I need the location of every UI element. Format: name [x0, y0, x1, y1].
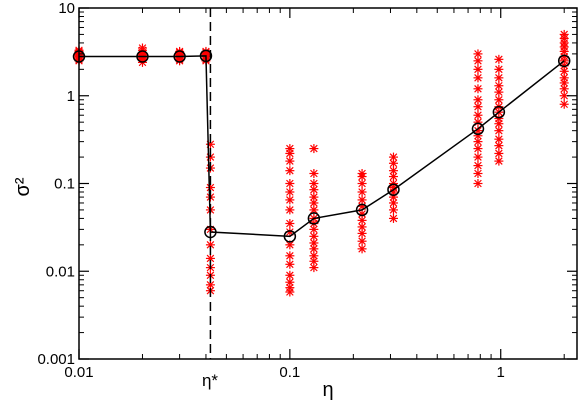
scatter-point — [559, 84, 569, 94]
scatter-point — [388, 213, 398, 223]
mean-line-layer — [72, 49, 571, 243]
mean-point — [355, 203, 369, 217]
scatter-point — [357, 228, 367, 238]
scatter-point — [494, 73, 504, 83]
mean-point — [387, 183, 400, 196]
scatter-point — [473, 152, 483, 162]
y-tick-label: 1 — [67, 88, 75, 105]
scatter-point — [285, 219, 295, 229]
scatter-point — [309, 192, 319, 202]
scatter-point — [494, 95, 504, 105]
scatter-point — [473, 64, 483, 74]
x-axis-label: η — [322, 379, 333, 401]
y-axis-label: σ² — [12, 177, 34, 196]
scatter-points-layer — [74, 29, 569, 297]
scatter-point — [285, 205, 295, 215]
scatter-point — [494, 81, 504, 91]
scatter-point — [205, 253, 215, 263]
scatter-point — [285, 179, 295, 188]
x-tick-label: 0.01 — [64, 364, 93, 381]
scatter-point — [285, 277, 295, 287]
scatter-point — [309, 179, 319, 188]
scatter-point — [559, 66, 569, 76]
scatter-point — [473, 95, 483, 105]
y-tick-label: 10 — [58, 0, 75, 17]
scatter-point — [559, 99, 569, 109]
scatter-point — [285, 195, 295, 205]
scatter-point — [473, 161, 483, 171]
scatter-point — [559, 29, 569, 39]
y-tick-label: 0.001 — [37, 351, 75, 368]
scatter-point — [309, 144, 319, 154]
mean-point — [307, 212, 321, 225]
scatter-point — [357, 187, 367, 197]
scatter-point — [285, 166, 295, 176]
scatter-point — [494, 148, 504, 158]
mean-point — [492, 105, 506, 119]
scatter-point — [494, 64, 504, 74]
y-tick-label: 0.01 — [46, 263, 75, 280]
scatter-point — [285, 187, 295, 197]
x-tick-label: 1 — [497, 364, 505, 381]
scatter-point — [285, 251, 295, 261]
mean-point — [283, 230, 297, 243]
scatter-point — [388, 166, 398, 176]
mean-point — [173, 50, 186, 63]
scatter-point — [473, 73, 483, 83]
scatter-point — [473, 179, 483, 188]
scatter-point — [473, 110, 483, 120]
critical-eta-label: η* — [202, 371, 218, 390]
x-tick-label: 0.1 — [279, 364, 300, 381]
scatter-point — [473, 49, 483, 59]
scatter-point — [473, 126, 483, 136]
scatter-point — [494, 134, 504, 144]
scatter-point — [494, 87, 504, 97]
scatter-point — [357, 244, 367, 254]
mean-point — [471, 122, 485, 136]
scatter-point — [494, 114, 504, 124]
scatter-point — [473, 169, 483, 179]
scatter-point — [357, 215, 367, 225]
scatter-point — [285, 270, 295, 280]
mean-point — [557, 54, 571, 68]
y-tick-label: 0.1 — [54, 176, 75, 193]
scatter-point — [309, 169, 319, 179]
mean-point — [136, 50, 149, 63]
scatter-point — [285, 156, 295, 166]
scatter-point — [285, 144, 295, 154]
scatter-point — [494, 156, 504, 166]
mean-point — [199, 49, 213, 63]
scatter-point — [357, 236, 367, 246]
mean-line — [79, 55, 565, 238]
plot-frame — [78, 7, 578, 360]
scatter-point — [357, 169, 367, 179]
scatter-point — [473, 84, 483, 94]
scatter-point — [357, 195, 367, 205]
scatter-point — [388, 152, 398, 162]
scatter-point — [494, 54, 504, 64]
scatter-point — [285, 259, 295, 269]
